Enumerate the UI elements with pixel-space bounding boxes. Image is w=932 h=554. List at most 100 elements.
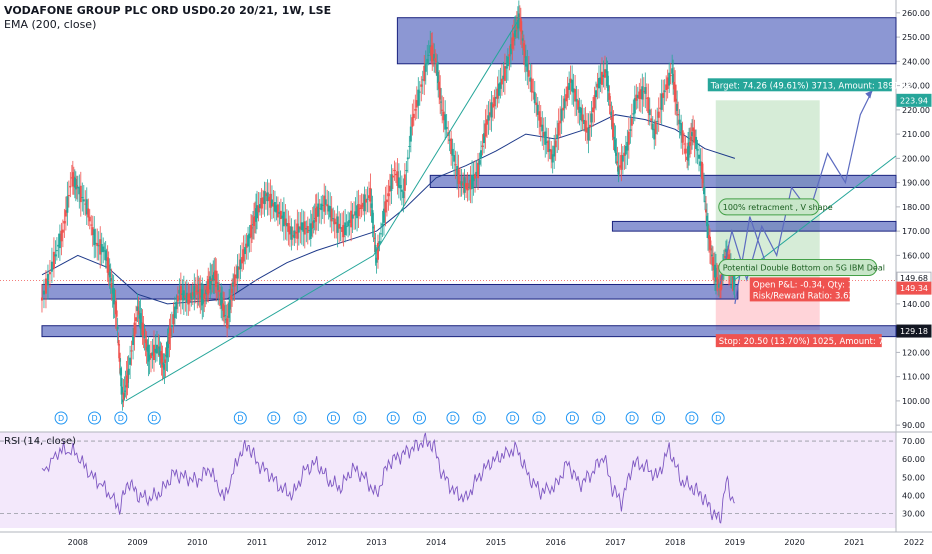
candle-body xyxy=(641,86,644,100)
annotation-bubble xyxy=(718,198,820,216)
candle-body xyxy=(317,203,320,217)
candle-body xyxy=(48,272,51,275)
candle-body xyxy=(611,117,614,127)
candle-body xyxy=(344,222,347,235)
candle-body xyxy=(553,145,556,157)
candle-body xyxy=(290,226,293,240)
dividend-marker-label: D xyxy=(416,414,422,423)
candle-body xyxy=(169,328,172,338)
candle-body xyxy=(608,93,611,100)
rsi-tick-label: 30.00 xyxy=(902,510,925,519)
support-resistance-zone xyxy=(41,325,897,338)
y-tick-label: 200.00 xyxy=(902,154,930,163)
candle-body xyxy=(123,390,126,392)
candle-body xyxy=(267,196,270,201)
candle-body xyxy=(565,94,568,102)
rsi-tick-label: 70.00 xyxy=(902,437,925,446)
candle-body xyxy=(647,97,650,113)
candle-body xyxy=(624,146,627,155)
candle-body xyxy=(76,186,79,189)
price-axis-label-bg xyxy=(896,324,932,338)
candle-body xyxy=(353,214,356,216)
candle-body xyxy=(502,75,505,80)
x-tick-label: 2010 xyxy=(187,538,207,547)
candle-body xyxy=(253,216,256,227)
candle-body xyxy=(436,62,439,77)
candle-body xyxy=(663,90,666,93)
annotation-text: 100% retracment , V shape xyxy=(723,203,833,212)
candle-body xyxy=(580,107,583,121)
price-axis-label-bg xyxy=(896,93,932,107)
candle-body xyxy=(363,194,366,212)
candle-body xyxy=(61,229,64,233)
dividend-marker xyxy=(412,411,426,425)
candle-body xyxy=(167,340,170,349)
rsi-tick-label: 40.00 xyxy=(902,491,925,500)
candle-body xyxy=(623,152,626,156)
candle-body xyxy=(454,164,457,166)
candle-body xyxy=(162,362,165,365)
candle-body xyxy=(97,245,100,247)
candle-body xyxy=(563,98,566,109)
candle-body xyxy=(418,91,421,93)
candle-body xyxy=(639,89,642,99)
dividend-marker xyxy=(565,411,579,425)
candle-body xyxy=(459,180,462,185)
candle-body xyxy=(108,272,111,278)
candle-body xyxy=(632,113,635,115)
candle-body xyxy=(414,109,417,111)
candle-body xyxy=(605,69,608,73)
dividend-marker-label: D xyxy=(118,414,124,423)
candle-body xyxy=(496,88,499,99)
candle-body xyxy=(247,235,250,247)
candle-body xyxy=(530,78,533,93)
candle-body xyxy=(261,197,264,204)
candle-body xyxy=(299,226,302,230)
candle-body xyxy=(365,199,368,203)
candle-body xyxy=(356,205,359,219)
candle-body xyxy=(509,44,512,55)
candle-body xyxy=(654,121,657,135)
candle-body xyxy=(143,335,146,339)
candle-body xyxy=(339,227,342,229)
candle-body xyxy=(260,197,263,209)
y-tick-label: 250.00 xyxy=(902,33,930,42)
candle-body xyxy=(571,79,574,92)
candle-body xyxy=(285,222,288,227)
candle-body xyxy=(245,243,248,248)
candle-body xyxy=(342,225,345,238)
candle-body xyxy=(595,90,597,98)
candle-body xyxy=(614,139,617,153)
x-tick-label: 2020 xyxy=(784,538,804,547)
candle-body xyxy=(578,106,581,113)
dividend-marker xyxy=(711,411,725,425)
candle-body xyxy=(321,204,324,206)
candle-body xyxy=(650,118,653,121)
candle-body xyxy=(524,56,527,67)
candle-body xyxy=(672,73,675,83)
candle-body xyxy=(230,295,233,300)
candle-body xyxy=(223,305,226,318)
candle-body xyxy=(676,103,679,111)
candle-body xyxy=(490,102,493,118)
support-resistance-zone xyxy=(429,174,897,188)
candle-body xyxy=(373,237,376,240)
candle-body xyxy=(294,231,297,234)
candle-body xyxy=(584,120,587,132)
candle-body xyxy=(333,218,336,225)
candle-body xyxy=(187,293,190,305)
candle-body xyxy=(158,346,161,356)
candle-body xyxy=(216,282,219,284)
candle-body xyxy=(405,170,408,172)
price-axis-label: 149.34 xyxy=(900,284,928,293)
dividend-marker xyxy=(651,411,665,425)
dividend-marker-label: D xyxy=(450,414,456,423)
x-tick-label: 2011 xyxy=(247,538,267,547)
dividend-marker-label: D xyxy=(58,414,64,423)
candle-body xyxy=(695,136,698,150)
candle-body xyxy=(477,162,480,179)
candle-body xyxy=(166,342,169,358)
x-tick-label: 2015 xyxy=(486,538,506,547)
candle-body xyxy=(102,246,105,253)
candle-body xyxy=(668,72,671,86)
